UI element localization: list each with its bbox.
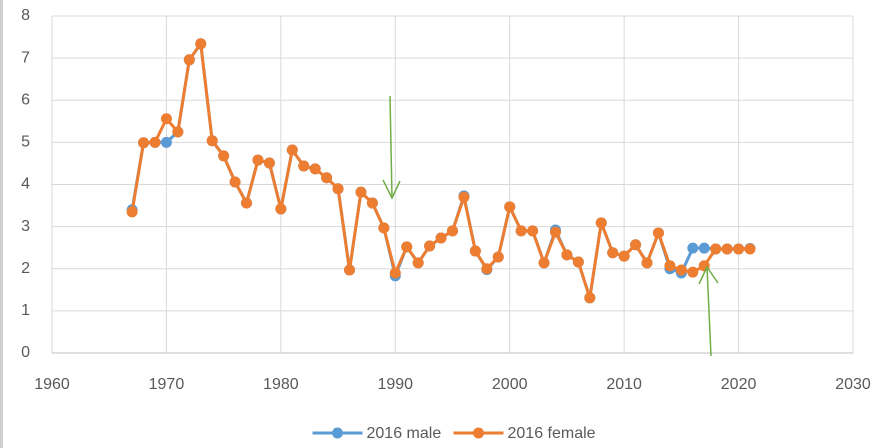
point [698,242,710,254]
y-tick-label: 1 [21,302,30,319]
point [218,150,230,162]
point [675,264,687,276]
x-tick-label: 1960 [34,376,70,393]
point [229,176,241,188]
point [527,225,539,237]
point [252,154,264,166]
y-tick-label: 7 [21,49,30,66]
annotation-arrow [382,95,719,357]
legend-item: 2016 female [453,425,596,442]
point [447,225,458,237]
point [687,266,699,278]
point [572,256,584,268]
y-tick-label: 3 [21,218,30,235]
x-tick-label: 2000 [492,376,528,393]
point [721,243,733,255]
point [321,172,333,184]
y-tick-label: 8 [21,7,30,24]
point [652,227,664,239]
point [344,264,356,276]
point [160,136,172,148]
point [492,251,504,263]
y-tick-label: 6 [21,91,30,108]
point [744,243,756,255]
point [687,242,699,254]
point [275,203,287,215]
point [607,247,619,259]
legend-marker [332,427,343,439]
point [458,191,470,203]
point [710,243,722,255]
x-tick-label: 2010 [606,376,642,393]
border [0,0,3,448]
point [664,260,676,272]
point [435,232,447,244]
point [241,197,253,209]
point [389,267,401,279]
point [630,239,642,251]
point [160,113,172,125]
point [149,136,161,148]
point [378,222,390,234]
point [584,292,596,304]
point [172,126,184,138]
point [309,163,321,175]
y-tick-label: 5 [21,134,30,151]
x-tick-label: 2020 [721,376,757,393]
point [641,257,653,269]
point [206,135,218,147]
legend-marker [473,427,484,439]
point [286,144,298,156]
point [298,160,310,172]
point [561,249,573,261]
point [549,226,561,238]
y-tick-label: 4 [21,176,30,193]
legend-label: 2016 female [508,425,596,442]
point [504,201,516,213]
point [366,197,378,209]
plot-area: 0 1 2 3 4 5 6 7 8 1960 1970 1980 1990 2000 2010 2020 203… [21,7,871,442]
point [595,217,607,229]
point [195,38,207,50]
legend-label: 2016 male [367,425,442,442]
x-tick-label: 1980 [263,376,299,393]
y-tick-label: 0 [21,344,30,361]
point [183,54,195,66]
point [332,183,344,195]
point [412,257,424,269]
point [138,137,150,149]
point [538,257,550,269]
x-tick-label: 1990 [377,376,413,393]
point [515,225,527,237]
legend-item: 2016 male [312,425,442,442]
y-tick-label: 2 [21,260,30,277]
point [126,206,138,218]
point [469,245,481,257]
point [481,263,493,275]
point [355,186,367,198]
x-tick-label: 1970 [149,376,185,393]
point [401,241,413,253]
point [263,157,275,169]
point [618,250,630,262]
point [733,243,745,255]
point [424,240,436,252]
x-tick-label: 2030 [835,376,871,393]
